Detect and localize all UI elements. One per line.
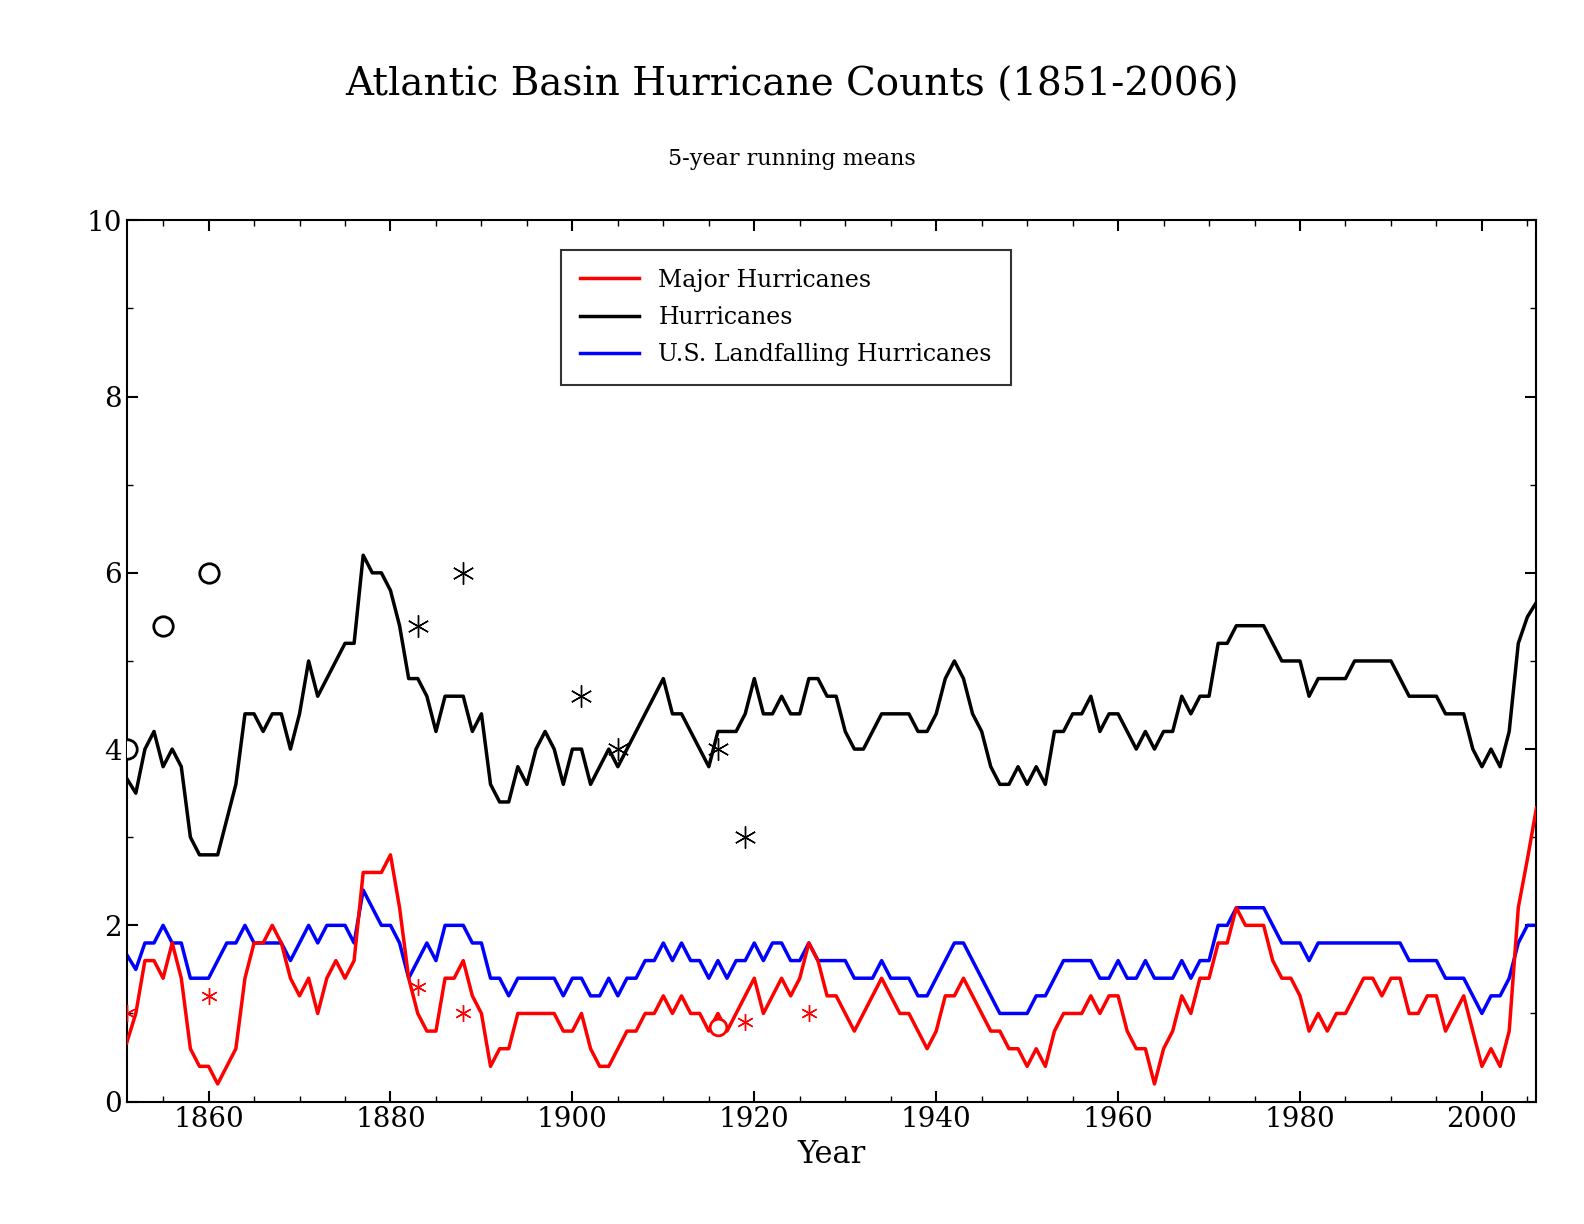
Hurricanes: [664, 706, 683, 721]
U.S. Landfalling Hurricanes: [708, 953, 727, 968]
Line: Major Hurricanes: Major Hurricanes: [127, 808, 1536, 1084]
Hurricanes: [489, 794, 508, 809]
Hurricanes: [1109, 706, 1128, 721]
Legend: Major Hurricanes, Hurricanes, U.S. Landfalling Hurricanes: Major Hurricanes, Hurricanes, U.S. Landf…: [561, 250, 1011, 384]
U.S. Landfalling Hurricanes: [654, 935, 673, 950]
U.S. Landfalling Hurricanes: [963, 953, 982, 968]
Hurricanes: [1272, 654, 1291, 668]
Line: U.S. Landfalling Hurricanes: U.S. Landfalling Hurricanes: [127, 890, 1536, 1013]
U.S. Landfalling Hurricanes: [117, 947, 136, 962]
Hurricanes: [718, 725, 737, 739]
Hurricanes: [190, 847, 209, 862]
U.S. Landfalling Hurricanes: [1109, 953, 1128, 968]
Text: 5-year running means: 5-year running means: [668, 148, 916, 170]
X-axis label: Year: Year: [797, 1140, 866, 1170]
Hurricanes: [973, 725, 992, 739]
Hurricanes: [1527, 595, 1546, 610]
U.S. Landfalling Hurricanes: [1272, 935, 1291, 950]
U.S. Landfalling Hurricanes: [353, 883, 372, 897]
Major Hurricanes: [654, 989, 673, 1004]
Major Hurricanes: [482, 1059, 501, 1073]
Hurricanes: [353, 548, 372, 563]
Major Hurricanes: [1262, 953, 1281, 968]
Major Hurricanes: [963, 989, 982, 1004]
Major Hurricanes: [708, 1006, 727, 1021]
Major Hurricanes: [1527, 800, 1546, 815]
Major Hurricanes: [208, 1077, 227, 1092]
U.S. Landfalling Hurricanes: [990, 1006, 1009, 1021]
Hurricanes: [117, 771, 136, 786]
Major Hurricanes: [1099, 989, 1118, 1004]
U.S. Landfalling Hurricanes: [482, 971, 501, 985]
Major Hurricanes: [117, 1036, 136, 1050]
Line: Hurricanes: Hurricanes: [127, 556, 1536, 854]
U.S. Landfalling Hurricanes: [1527, 918, 1546, 933]
Text: Atlantic Basin Hurricane Counts (1851-2006): Atlantic Basin Hurricane Counts (1851-20…: [345, 67, 1239, 104]
